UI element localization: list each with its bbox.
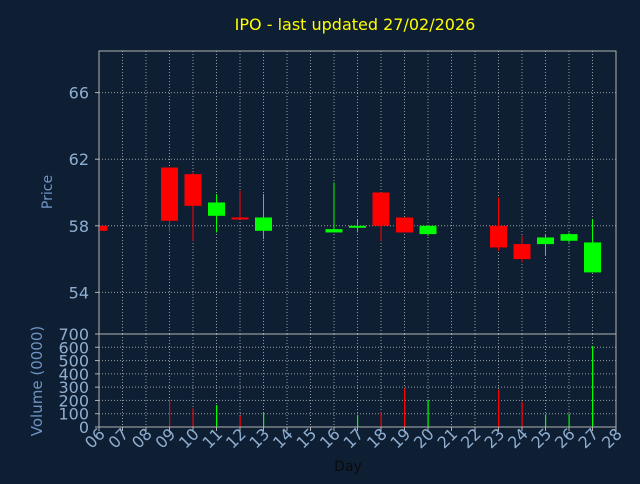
volume-bar [380, 412, 382, 427]
volume-tick-label: 300 [58, 378, 89, 397]
volume-bar [192, 408, 194, 427]
volume-tick-label: 200 [58, 391, 89, 410]
candle-body [537, 237, 554, 245]
candle-body [349, 225, 366, 228]
candle-body [231, 217, 249, 220]
price-axis-label: Price [40, 175, 56, 209]
candle-body [490, 225, 507, 248]
volume-panel-frame [98, 333, 617, 428]
volume-tick-label: 100 [58, 405, 89, 424]
volume-bar [216, 405, 218, 427]
volume-bar [239, 415, 241, 427]
volume-bar [498, 389, 500, 427]
candle-body [100, 225, 108, 231]
candle-body [161, 167, 178, 221]
candle-body [255, 217, 272, 231]
volume-bar [263, 413, 265, 427]
price-tick-label: 58 [69, 217, 89, 236]
candle-body [325, 229, 343, 233]
candle-body [372, 192, 390, 226]
volume-tick-label: 400 [58, 365, 89, 384]
volume-tick-label: 700 [58, 325, 89, 344]
candle-body [396, 217, 413, 233]
chart-title: IPO - last updated 27/02/2026 [235, 15, 476, 34]
candle-body [208, 202, 225, 216]
price-tick-label: 54 [69, 283, 89, 302]
volume-axis-label: Volume (0000) [28, 326, 46, 436]
candle-body [513, 244, 531, 260]
price-tick-label: 66 [69, 84, 89, 103]
candle-body [560, 234, 578, 241]
volume-bar [404, 388, 406, 427]
volume-tick-label: 0 [79, 418, 89, 437]
volume-bar [568, 413, 570, 427]
candle-body [184, 174, 202, 206]
volume-bar [545, 414, 547, 427]
candle-body [584, 242, 601, 273]
candle-body [419, 225, 437, 235]
day-axis-label: Day [334, 459, 362, 475]
volume-bar [521, 401, 523, 427]
volume-tick-label: 600 [58, 338, 89, 357]
volume-tick-label: 500 [58, 352, 89, 371]
volume-bar [169, 399, 171, 427]
volume-bar [357, 415, 359, 427]
volume-bar [592, 345, 594, 427]
price-tick-label: 62 [69, 150, 89, 169]
volume-bar [427, 399, 429, 427]
day-tick-label: 28 [598, 424, 626, 452]
